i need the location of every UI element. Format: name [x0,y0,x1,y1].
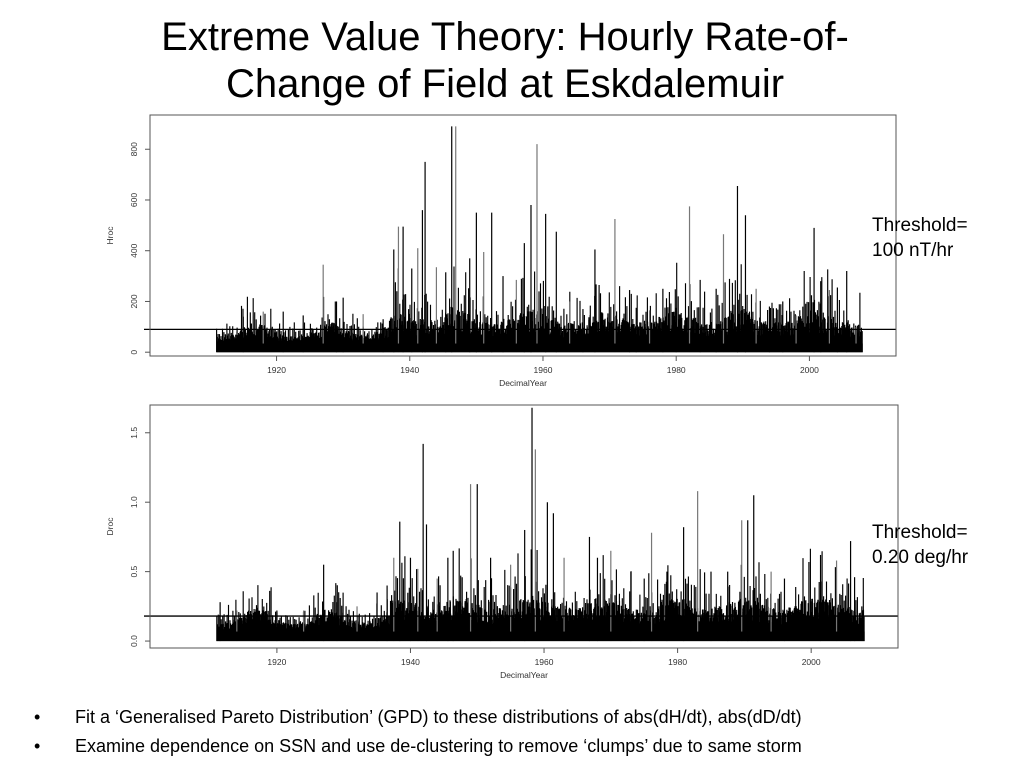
x-tick-label: 1920 [267,657,286,667]
plot-frame [149,114,897,357]
bullet-list: Fit a ‘Generalised Pareto Distribution’ … [28,703,802,761]
slide-title-line2: Change of Field at Eskdalemuir [225,62,785,106]
y-tick-label: 200 [129,294,139,308]
x-tick-label: 2000 [802,657,821,667]
hroc-chart: 1920 1940 1960 1980 2000 0 200 400 600 800 Decimal… [105,114,897,388]
bullet-item: Examine dependence on SSN and use de-clu… [28,732,802,761]
baseline-band [216,343,863,353]
x-tick-label: 2000 [800,365,819,375]
slide-title-line1: Extreme Value Theory: Hourly Rate-of- [161,15,849,59]
x-axis-label: DecimalYear [500,670,548,680]
y-tick-label: 400 [129,243,139,257]
x-tick-label: 1960 [534,365,553,375]
y-axis-label: Hroc [105,226,115,245]
h-threshold-note: Threshold= 100 nT/hr [872,215,968,261]
bullet-item: Fit a ‘Generalised Pareto Distribution’ … [28,703,802,732]
x-tick-label: 1920 [267,365,286,375]
series-noise-line [216,548,865,642]
y-axis-label: Droc [105,517,115,536]
d-threshold-note: Threshold= 0.20 deg/hr [872,522,969,568]
droc-chart: 1920 1940 1960 1980 2000 0.0 0.5 1.0 1.5 DecimalY… [105,404,899,680]
y-tick-label: 0.5 [129,565,139,577]
series-noise-line [216,262,863,353]
y-tick-label: 600 [129,193,139,207]
y-tick-label: 800 [129,142,139,156]
x-tick-label: 1980 [667,365,686,375]
x-tick-label: 1940 [400,365,419,375]
y-tick-label: 0 [129,350,139,355]
plot-frame [149,404,899,649]
x-tick-label: 1980 [668,657,687,667]
slide-title: Extreme Value Theory: Hourly Rate-of- Ch… [0,14,1010,108]
baseline-band [216,631,865,642]
y-tick-label: 0.0 [129,635,139,647]
x-tick-label: 1960 [535,657,554,667]
y-tick-label: 1.0 [129,496,139,508]
y-tick-label: 1.5 [129,427,139,439]
x-tick-label: 1940 [401,657,420,667]
x-axis-label: DecimalYear [499,378,547,388]
